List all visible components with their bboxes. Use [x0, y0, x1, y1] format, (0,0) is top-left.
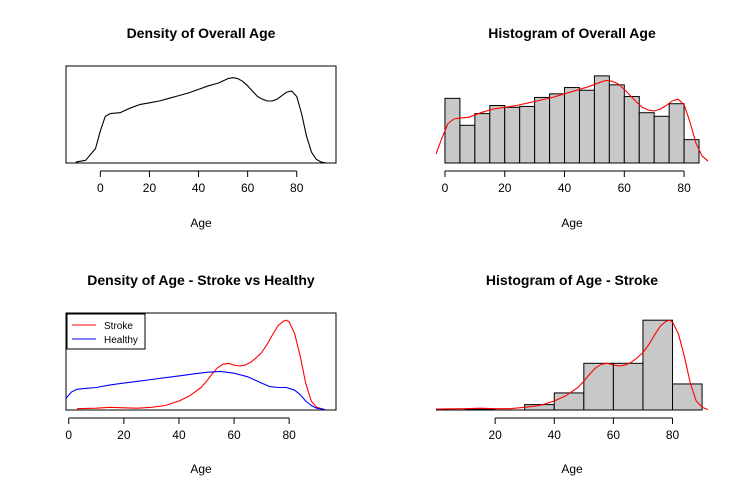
legend-label-stroke: Stroke: [104, 321, 133, 332]
panel-title: Density of Age - Stroke vs Healthy: [87, 272, 315, 288]
panel-title: Histogram of Age - Stroke: [486, 272, 658, 288]
x-axis-label: Age: [190, 462, 212, 476]
x-tick-label: 80: [290, 181, 304, 195]
panel-title: Density of Overall Age: [127, 25, 276, 41]
panel-histogram-stroke: Histogram of Age - Stroke 20 40 60 80 Age: [435, 272, 709, 476]
histogram-bar: [549, 93, 566, 164]
plot-marks: [65, 319, 326, 411]
histogram-bar: [465, 408, 496, 411]
histogram-bar: [638, 112, 655, 164]
histogram-bar: [534, 96, 551, 164]
histogram-bar: [653, 115, 670, 164]
histogram-bar: [564, 87, 580, 164]
x-tick-label: 20: [143, 181, 157, 195]
histogram-bar: [642, 319, 674, 411]
panel-histogram-overall: Histogram of Overall Age 0 20 40 60 80 Age: [435, 25, 709, 230]
histogram-bar: [668, 103, 685, 164]
x-tick-label: 40: [172, 428, 186, 442]
histogram-bar: [474, 113, 491, 164]
histogram-bar: [553, 392, 585, 411]
x-tick-label: 0: [65, 428, 72, 442]
histogram-bar: [578, 89, 595, 164]
x-tick-label: 80: [666, 428, 680, 442]
histogram-bar: [489, 105, 506, 164]
histogram-bar: [459, 124, 476, 164]
x-tick-label: 60: [241, 181, 255, 195]
histogram-bar: [623, 96, 640, 164]
legend-label-healthy: Healthy: [104, 335, 138, 346]
x-tick-label: 80: [677, 181, 691, 195]
density-overlay-line: [435, 319, 709, 411]
x-tick-label: 60: [227, 428, 241, 442]
density-line-healthy: [65, 370, 326, 411]
plot-marks: [435, 319, 709, 411]
x-tick-label: 80: [282, 428, 296, 442]
histogram-bar: [672, 383, 703, 411]
x-axis: 0 20 40 60 80: [65, 417, 296, 442]
x-axis-label: Age: [190, 216, 212, 230]
density-line: [75, 77, 327, 164]
histogram-bar: [504, 106, 521, 164]
x-tick-label: 20: [488, 428, 502, 442]
x-axis: 0 20 40 60 80: [442, 170, 691, 195]
density-overlay-line: [435, 79, 709, 162]
panel-density-stroke-vs-healthy: Density of Age - Stroke vs Healthy 0 20 40…: [65, 272, 337, 476]
x-tick-label: 0: [97, 181, 104, 195]
x-tick-label: 20: [498, 181, 512, 195]
legend: Stroke Healthy: [66, 313, 146, 350]
x-tick-label: 60: [618, 181, 632, 195]
legend-box: [66, 313, 146, 350]
x-tick-label: 60: [607, 428, 621, 442]
histogram-bar: [608, 84, 625, 164]
x-axis-label: Age: [561, 462, 583, 476]
histogram-bar: [583, 362, 614, 411]
x-tick-label: 40: [192, 181, 206, 195]
plot-marks: [435, 75, 709, 164]
x-tick-label: 20: [117, 428, 131, 442]
histogram-bar: [444, 97, 461, 164]
x-tick-label: 40: [558, 181, 572, 195]
x-axis: 0 20 40 60 80: [97, 170, 304, 195]
panel-density-overall: Density of Overall Age 0 20 40 60 80 Age: [65, 25, 337, 230]
plot-marks: [75, 77, 327, 164]
x-tick-label: 0: [442, 181, 449, 195]
histogram-bar: [683, 139, 700, 164]
panel-title: Histogram of Overall Age: [488, 25, 656, 41]
histogram-bar: [593, 75, 610, 164]
plot-box: [65, 312, 337, 411]
x-axis: 20 40 60 80: [488, 417, 680, 442]
x-axis-label: Age: [561, 216, 583, 230]
x-tick-label: 40: [548, 428, 562, 442]
density-line-stroke: [76, 319, 326, 411]
histogram-bar: [612, 362, 644, 411]
plot-box: [65, 65, 337, 164]
histogram-bar: [519, 105, 536, 164]
